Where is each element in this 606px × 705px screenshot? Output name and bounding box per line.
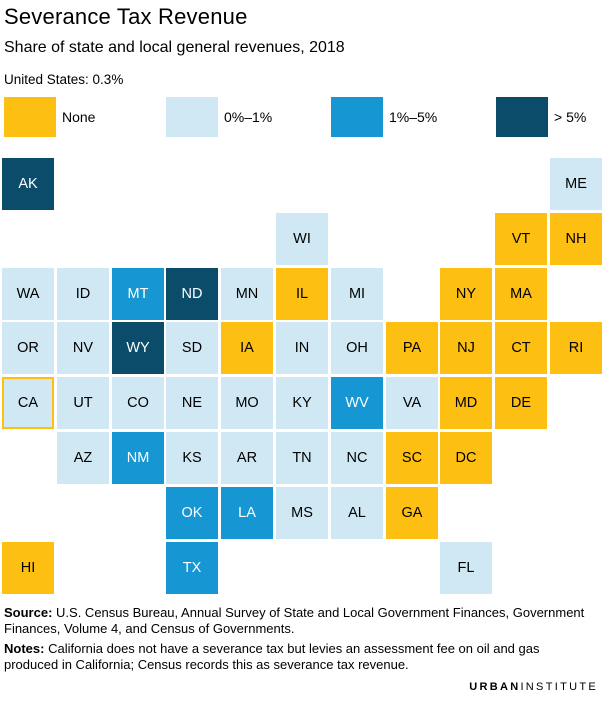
state-tile-hi: HI: [2, 542, 54, 594]
state-tile-tn: TN: [276, 432, 328, 484]
chart-subtitle: Share of state and local general revenue…: [4, 39, 345, 56]
state-tile-nc: NC: [331, 432, 383, 484]
state-tile-mi: MI: [331, 268, 383, 320]
state-tile-de: DE: [495, 377, 547, 429]
state-tile-ri: RI: [550, 322, 602, 374]
state-tile-ma: MA: [495, 268, 547, 320]
state-tile-fl: FL: [440, 542, 492, 594]
state-tile-az: AZ: [57, 432, 109, 484]
state-tile-ky: KY: [276, 377, 328, 429]
legend-label-high: > 5%: [554, 109, 587, 125]
state-tile-mn: MN: [221, 268, 273, 320]
legend-swatch-mid: [331, 97, 383, 137]
legend-label-none: None: [62, 109, 96, 125]
state-tile-ca: CA: [2, 377, 54, 429]
state-tile-nm: NM: [112, 432, 164, 484]
state-tile-pa: PA: [386, 322, 438, 374]
urban-institute-logo: URBANINSTITUTE: [469, 681, 598, 693]
state-tile-ct: CT: [495, 322, 547, 374]
state-tile-wv: WV: [331, 377, 383, 429]
state-tile-nv: NV: [57, 322, 109, 374]
source-note: Source: U.S. Census Bureau, Annual Surve…: [4, 605, 594, 637]
notes-text: California does not have a severance tax…: [4, 641, 540, 672]
state-tile-mt: MT: [112, 268, 164, 320]
state-tile-dc: DC: [440, 432, 492, 484]
state-tile-al: AL: [331, 487, 383, 539]
legend-swatch-high: [496, 97, 548, 137]
state-tile-ny: NY: [440, 268, 492, 320]
state-tile-il: IL: [276, 268, 328, 320]
state-tile-ut: UT: [57, 377, 109, 429]
state-tile-va: VA: [386, 377, 438, 429]
state-tile-nj: NJ: [440, 322, 492, 374]
state-tile-mo: MO: [221, 377, 273, 429]
legend-label-mid: 1%–5%: [389, 109, 438, 125]
legend-swatch-none: [4, 97, 56, 137]
state-tile-ga: GA: [386, 487, 438, 539]
state-tile-ms: MS: [276, 487, 328, 539]
state-tile-oh: OH: [331, 322, 383, 374]
state-tile-id: ID: [57, 268, 109, 320]
state-tile-ok: OK: [166, 487, 218, 539]
chart-title: Severance Tax Revenue: [4, 4, 248, 29]
state-tile-co: CO: [112, 377, 164, 429]
state-tile-sc: SC: [386, 432, 438, 484]
state-tile-wa: WA: [2, 268, 54, 320]
source-label: Source:: [4, 605, 53, 620]
legend-label-low: 0%–1%: [224, 109, 273, 125]
state-tile-vt: VT: [495, 213, 547, 265]
state-tile-ak: AK: [2, 158, 54, 210]
state-tile-wi: WI: [276, 213, 328, 265]
state-tile-nh: NH: [550, 213, 602, 265]
source-text: U.S. Census Bureau, Annual Survey of Sta…: [4, 605, 585, 636]
state-tile-sd: SD: [166, 322, 218, 374]
state-tile-ar: AR: [221, 432, 273, 484]
notes: Notes: California does not have a severa…: [4, 641, 594, 673]
legend-swatch-low: [166, 97, 218, 137]
notes-label: Notes:: [4, 641, 45, 656]
state-tile-or: OR: [2, 322, 54, 374]
state-tile-wy: WY: [112, 322, 164, 374]
state-tile-md: MD: [440, 377, 492, 429]
state-tile-in: IN: [276, 322, 328, 374]
us-average: United States: 0.3%: [4, 72, 124, 87]
state-tile-ia: IA: [221, 322, 273, 374]
state-tile-tx: TX: [166, 542, 218, 594]
state-tile-ks: KS: [166, 432, 218, 484]
state-tile-nd: ND: [166, 268, 218, 320]
state-tile-ne: NE: [166, 377, 218, 429]
state-tile-la: LA: [221, 487, 273, 539]
state-tile-me: ME: [550, 158, 602, 210]
